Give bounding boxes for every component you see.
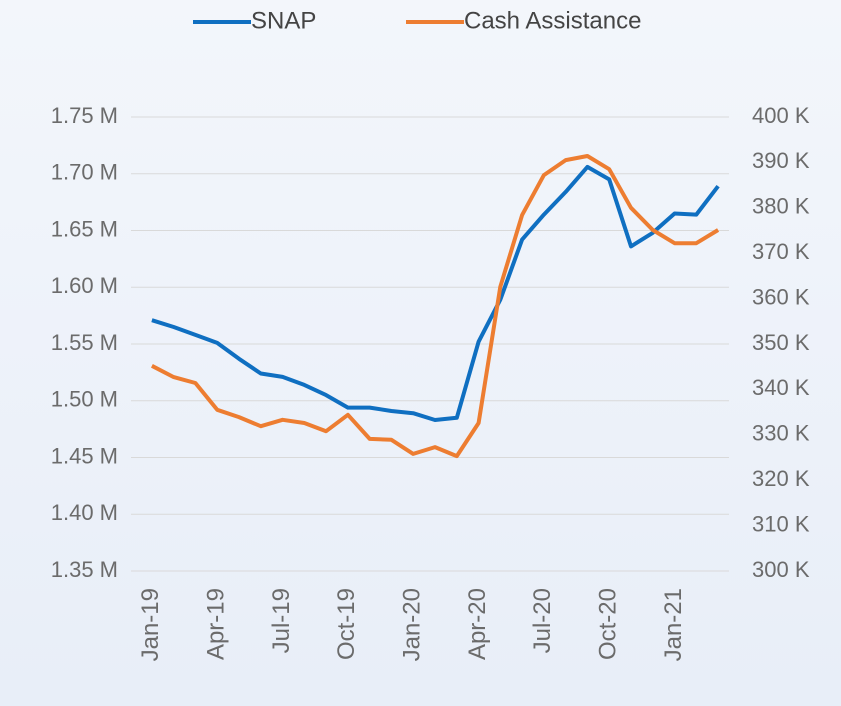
y-tick-label: 1.65 M [51,216,118,241]
y2-tick-label: 300 K [752,557,810,582]
y-tick-label: 1.50 M [51,387,118,412]
y-tick-label: 1.70 M [51,160,118,185]
y2-tick-label: 390 K [752,148,810,173]
x-tick-label: Oct-19 [333,588,360,660]
x-tick-label: Jan-19 [137,588,164,661]
y-tick-label: 1.35 M [51,557,118,582]
x-tick-label: Apr-19 [203,588,230,660]
x-tick-label: Apr-20 [464,588,491,660]
legend-label: Cash Assistance [464,7,641,34]
y-tick-label: 1.40 M [51,500,118,525]
y-tick-label: 1.75 M [51,103,118,128]
x-tick-label: Jan-20 [399,588,426,661]
y-tick-label: 1.55 M [51,330,118,355]
y-tick-label: 1.45 M [51,443,118,468]
y2-tick-label: 320 K [752,466,810,491]
x-tick-label: Oct-20 [595,588,622,660]
y2-tick-label: 340 K [752,375,810,400]
x-tick-label: Jan-21 [660,588,687,661]
series-line [150,154,720,459]
x-tick-label: Jul-19 [268,588,295,653]
y2-tick-label: 380 K [752,194,810,219]
y2-tick-label: 370 K [752,239,810,264]
y2-tick-label: 360 K [752,284,810,309]
y2-tick-label: 350 K [752,330,810,355]
legend-label: SNAP [251,7,316,34]
x-tick-label: Jul-20 [529,588,556,653]
series-line [151,164,720,422]
y-tick-label: 1.60 M [51,273,118,298]
y2-tick-label: 310 K [752,511,810,536]
y2-tick-label: 400 K [752,103,810,128]
y2-tick-label: 330 K [752,421,810,446]
